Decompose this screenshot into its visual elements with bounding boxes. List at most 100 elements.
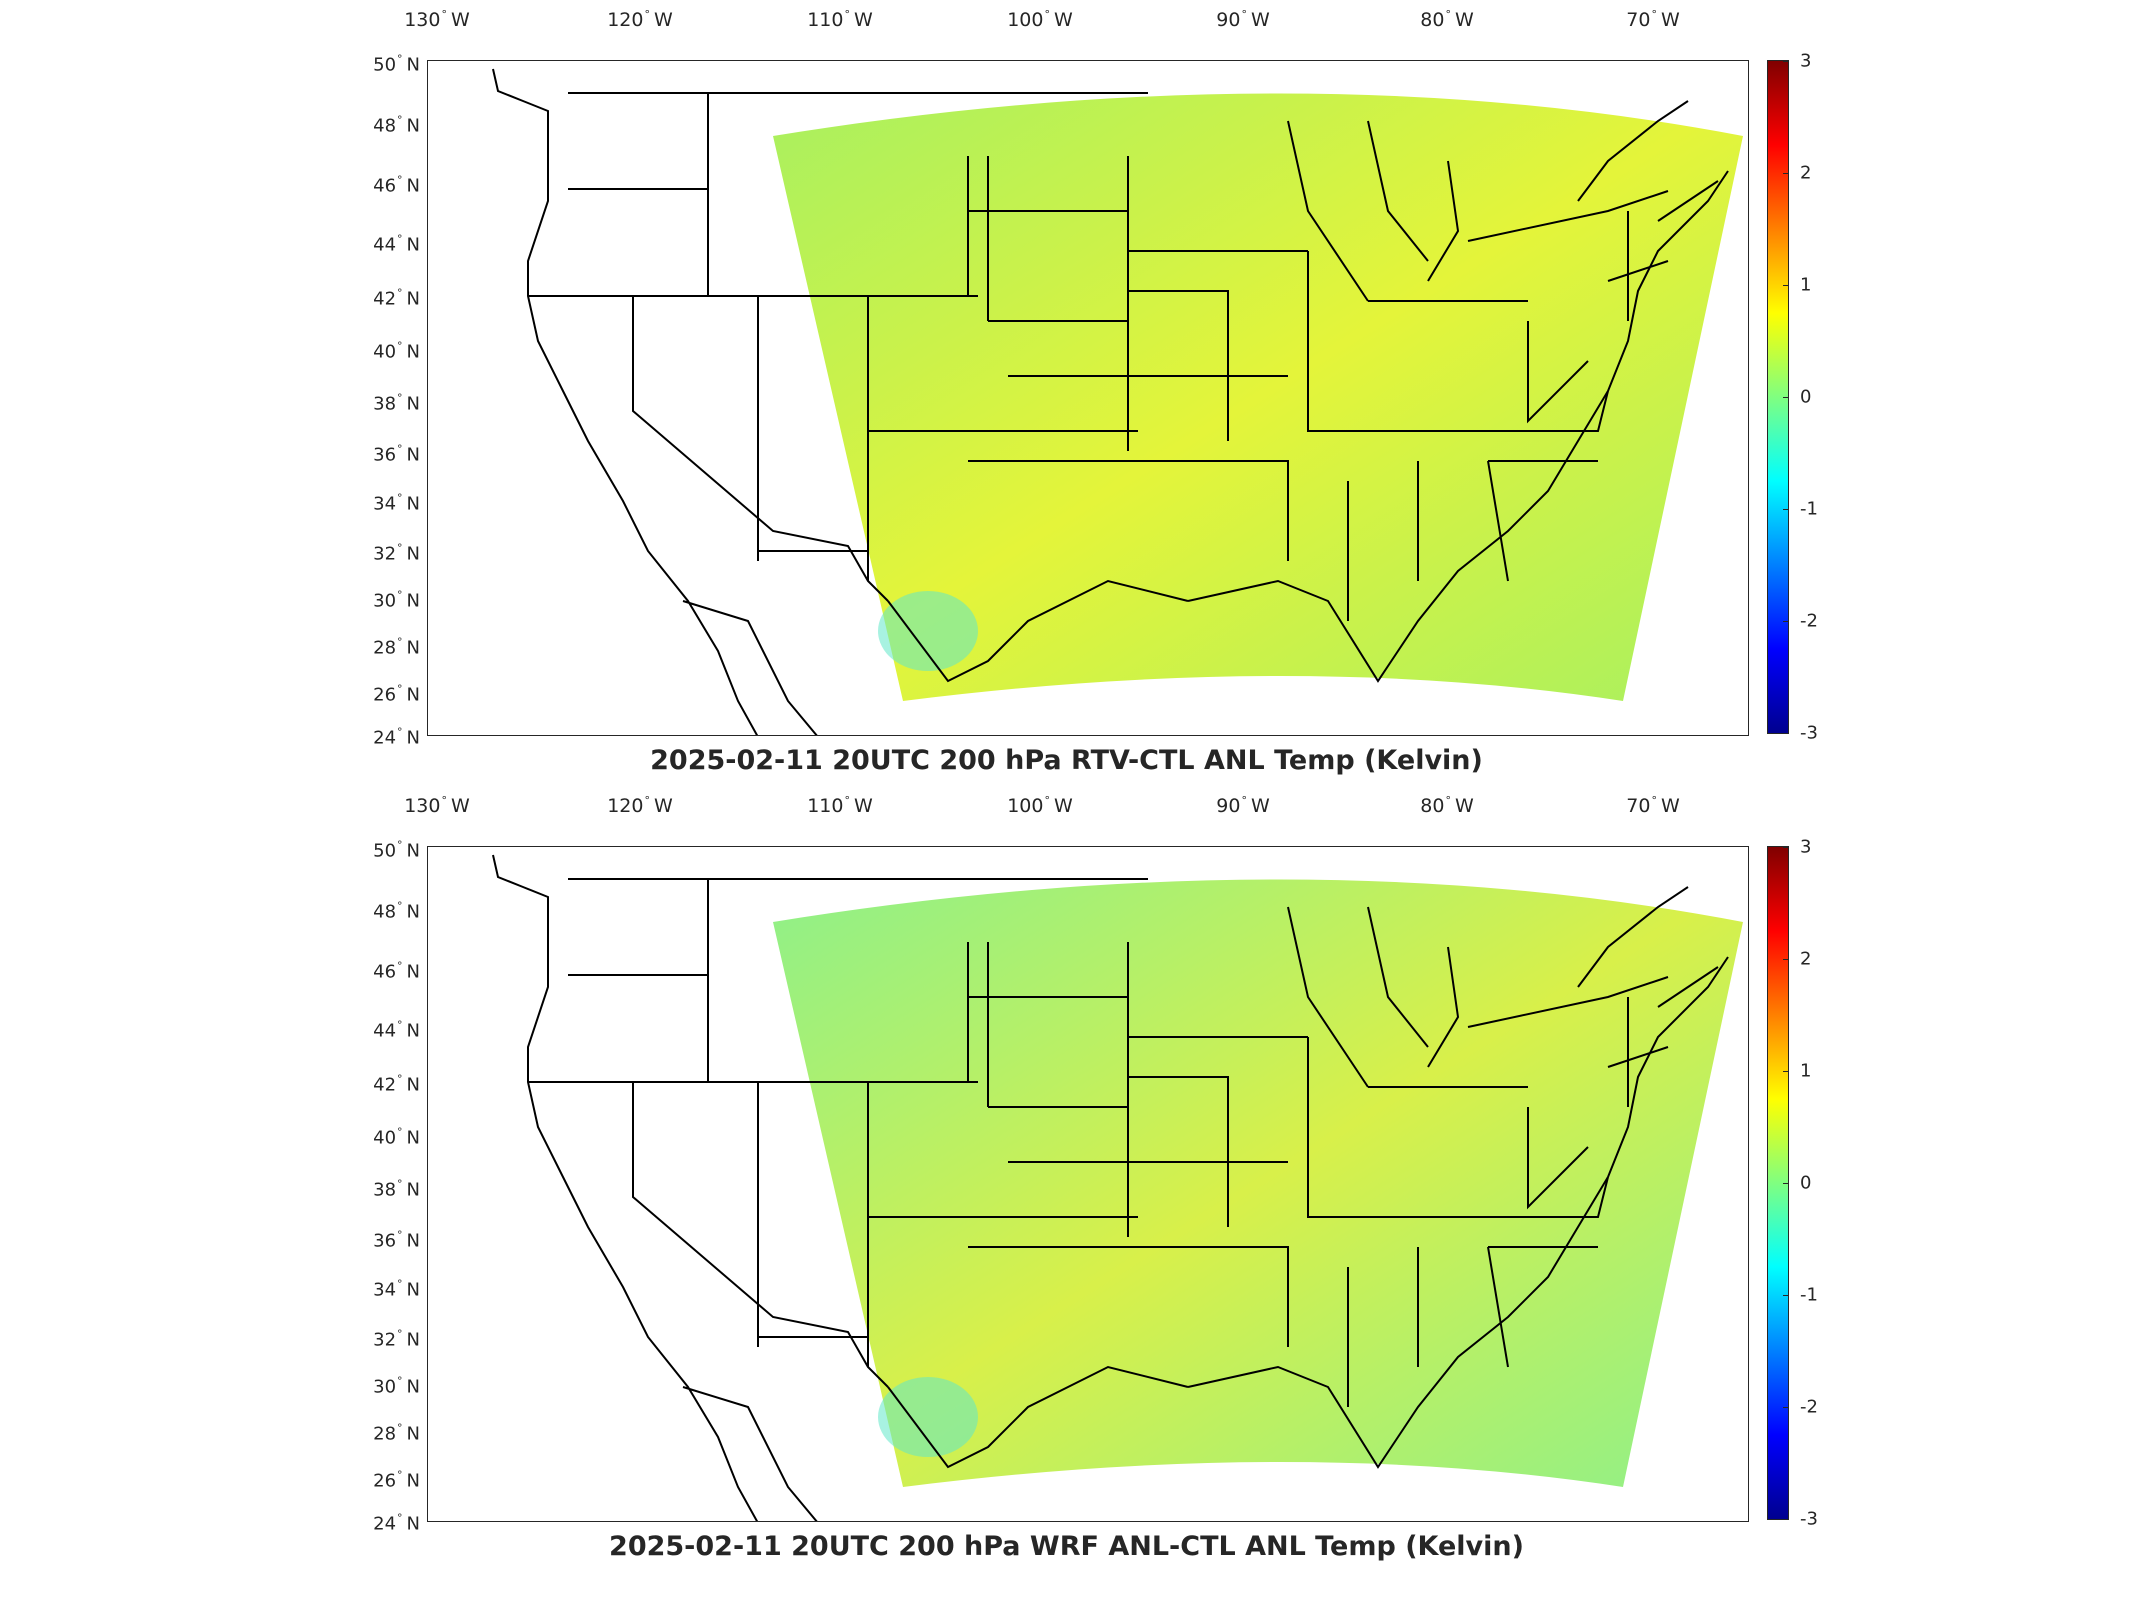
lat-hemi: N <box>406 288 420 310</box>
lon-deg: 80 <box>1420 795 1445 817</box>
state-border <box>1287 120 1369 302</box>
lat-hemi: N <box>406 1513 420 1535</box>
lon-deg: 70 <box>1626 795 1651 817</box>
lat-tick-label: 26° N <box>373 1468 420 1492</box>
lat-hemi: N <box>406 393 420 415</box>
lat-tick-label: 50° N <box>373 52 420 76</box>
lat-tick-label: 28° N <box>373 635 420 659</box>
lat-tick-label: 34° N <box>373 491 420 515</box>
colorbar-tick-label: -2 <box>1800 1396 1818 1418</box>
lon-tick-label: 110° W <box>807 794 873 817</box>
lon-tick-label: 90° W <box>1216 8 1270 31</box>
lon-hemi: W <box>450 9 470 31</box>
lon-hemi: W <box>1454 9 1474 31</box>
lat-deg: 36 <box>373 1230 397 1252</box>
colorbar-tick-label: 2 <box>1800 948 1812 970</box>
lon-tick-label: 80° W <box>1420 794 1474 817</box>
lat-hemi: N <box>406 341 420 363</box>
coastline <box>492 854 818 1521</box>
state-border <box>1527 1107 1589 1210</box>
lat-tick-label: 46° N <box>373 173 420 197</box>
state-border <box>1427 160 1460 282</box>
lat-deg: 34 <box>373 1279 397 1301</box>
colorbar-tick-label: 3 <box>1800 50 1812 72</box>
lat-deg: 30 <box>373 1376 397 1398</box>
lat-deg: 28 <box>373 1423 397 1445</box>
lat-hemi: N <box>406 234 420 256</box>
map-frame <box>427 60 1749 736</box>
state-border <box>887 579 1189 683</box>
colorbar-tick-mark <box>1783 1519 1789 1520</box>
lat-deg: 24 <box>373 1513 397 1535</box>
lon-deg: 120 <box>607 9 644 31</box>
lat-hemi: N <box>406 727 420 749</box>
lat-deg: 46 <box>373 175 397 197</box>
lat-tick-label: 50° N <box>373 838 420 862</box>
colorbar-tick-mark <box>1783 1407 1789 1408</box>
lon-hemi: W <box>1250 795 1270 817</box>
lon-deg: 90 <box>1216 9 1241 31</box>
lat-deg: 48 <box>373 115 397 137</box>
lat-tick-label: 46° N <box>373 959 420 983</box>
lon-tick-label: 120° W <box>607 794 673 817</box>
state-border <box>632 296 889 602</box>
map-plot <box>492 68 1743 735</box>
colorbar-tick-mark <box>1783 61 1789 62</box>
colorbar-tick-label: 1 <box>1800 1060 1812 1082</box>
lat-hemi: N <box>406 684 420 706</box>
colorbar-tick-mark <box>1783 397 1789 398</box>
lon-hemi: W <box>1250 9 1270 31</box>
lon-deg: 130 <box>404 795 441 817</box>
lon-tick-label: 120° W <box>607 8 673 31</box>
state-border <box>1607 956 1729 1178</box>
lat-deg: 24 <box>373 727 397 749</box>
cool-anomaly-area <box>878 591 978 671</box>
state-border <box>1287 906 1369 1088</box>
lat-deg: 34 <box>373 493 397 515</box>
state-border <box>1467 190 1669 242</box>
state-border <box>1187 390 1609 683</box>
map-frame <box>427 846 1749 1522</box>
map-title: 2025-02-11 20UTC 200 hPa WRF ANL-CTL ANL… <box>609 1531 1524 1562</box>
lat-hemi: N <box>406 1179 420 1201</box>
lat-tick-label: 32° N <box>373 541 420 565</box>
lat-tick-label: 48° N <box>373 113 420 137</box>
colorbar-tick-label: -1 <box>1800 1284 1818 1306</box>
state-border <box>1657 180 1719 222</box>
lon-hemi: W <box>853 9 873 31</box>
lon-deg: 80 <box>1420 9 1445 31</box>
state-border <box>1607 260 1669 282</box>
lat-hemi: N <box>406 1279 420 1301</box>
lon-tick-label: 130° W <box>404 794 470 817</box>
lat-hemi: N <box>406 1470 420 1492</box>
lat-tick-label: 36° N <box>373 1228 420 1252</box>
lon-deg: 100 <box>1007 9 1044 31</box>
lon-hemi: W <box>1660 9 1680 31</box>
lon-tick-label: 110° W <box>807 8 873 31</box>
lat-deg: 30 <box>373 590 397 612</box>
lat-hemi: N <box>406 444 420 466</box>
lat-deg: 50 <box>373 54 397 76</box>
state-border <box>1487 460 1509 582</box>
lon-deg: 120 <box>607 795 644 817</box>
colorbar-tick-mark <box>1783 1183 1789 1184</box>
lat-hemi: N <box>406 115 420 137</box>
coastline <box>492 68 818 735</box>
map-title: 2025-02-11 20UTC 200 hPa RTV-CTL ANL Tem… <box>650 745 1483 776</box>
lon-tick-label: 80° W <box>1420 8 1474 31</box>
colorbar-tick-label: 1 <box>1800 274 1812 296</box>
lat-hemi: N <box>406 1230 420 1252</box>
lon-hemi: W <box>653 795 673 817</box>
lat-tick-label: 28° N <box>373 1421 420 1445</box>
lat-tick-label: 44° N <box>373 232 420 256</box>
lat-deg: 40 <box>373 341 397 363</box>
lat-tick-label: 44° N <box>373 1018 420 1042</box>
lat-deg: 38 <box>373 1179 397 1201</box>
lon-deg: 90 <box>1216 795 1241 817</box>
lon-tick-label: 70° W <box>1626 794 1680 817</box>
state-border <box>1367 906 1429 1048</box>
lat-hemi: N <box>406 637 420 659</box>
colorbar-tick-label: 0 <box>1800 386 1812 408</box>
state-border <box>887 1365 1189 1469</box>
lat-deg: 42 <box>373 288 397 310</box>
